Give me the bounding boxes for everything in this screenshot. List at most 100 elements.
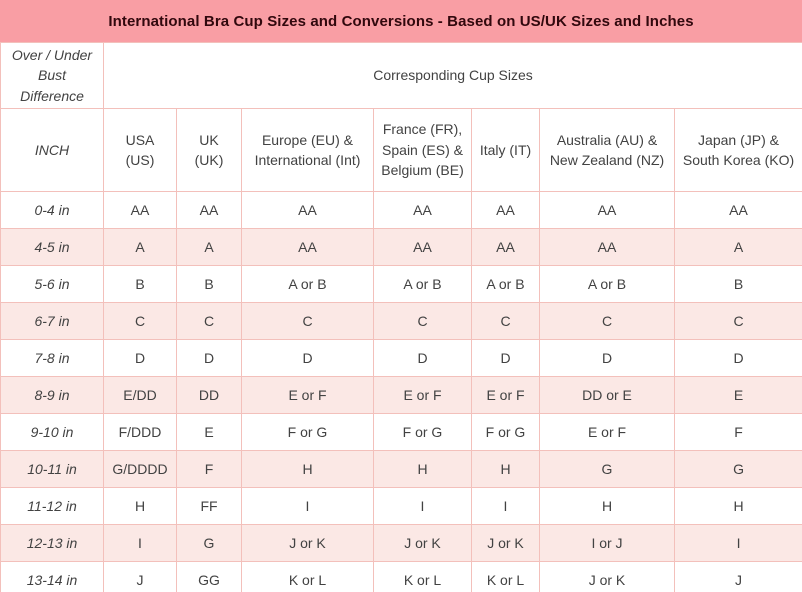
table-row: 10-11 in G/DDDD F H H H G G xyxy=(0,449,802,488)
column-header-italy: Italy (IT) xyxy=(471,107,540,192)
cup-size-cell: A or B xyxy=(471,264,540,303)
cup-size-cell: J or K xyxy=(471,523,540,562)
header-span-row: Over / Under Bust Difference Correspondi… xyxy=(0,42,802,109)
cup-size-cell: E or F xyxy=(241,375,374,414)
cup-size-cell: I xyxy=(471,486,540,525)
cup-size-cell: I or J xyxy=(539,523,675,562)
cup-size-cell: K or L xyxy=(471,560,540,592)
cup-size-cell: J or K xyxy=(241,523,374,562)
row-inch-label: 8-9 in xyxy=(0,375,104,414)
column-header-uk: UK (UK) xyxy=(176,107,242,192)
cup-size-cell: K or L xyxy=(373,560,472,592)
cup-size-cell: F xyxy=(673,412,802,451)
column-header-australia: Australia (AU) & New Zealand (NZ) xyxy=(539,107,675,192)
cup-size-cell: AA xyxy=(471,227,540,266)
header-corresponding-cup-sizes: Corresponding Cup Sizes xyxy=(102,42,802,109)
cup-size-cell: D xyxy=(373,338,472,377)
cup-size-cell: F or G xyxy=(241,412,374,451)
cup-size-cell: D xyxy=(673,338,802,377)
chart-title: International Bra Cup Sizes and Conversi… xyxy=(108,12,694,30)
cup-size-cell: J xyxy=(673,560,802,592)
cup-size-cell: E/DD xyxy=(103,375,177,414)
row-inch-label: 12-13 in xyxy=(0,523,104,562)
table-row: 6-7 in C C C C C C C xyxy=(0,301,802,340)
cup-size-cell: G/DDDD xyxy=(103,449,177,488)
cup-size-cell: J xyxy=(103,560,177,592)
cup-size-cell: AA xyxy=(539,227,675,266)
row-inch-label: 13-14 in xyxy=(0,560,104,592)
cup-size-cell: AA xyxy=(241,190,374,229)
cup-size-cell: C xyxy=(673,301,802,340)
cup-size-cell: A or B xyxy=(539,264,675,303)
cup-size-cell: J or K xyxy=(539,560,675,592)
cup-size-cell: H xyxy=(539,486,675,525)
table-row: 11-12 in H FF I I I H H xyxy=(0,486,802,525)
cup-size-cell: GG xyxy=(176,560,242,592)
cup-size-cell: I xyxy=(103,523,177,562)
cup-size-cell: DD xyxy=(176,375,242,414)
cup-size-cell: D xyxy=(241,338,374,377)
cup-size-cell: A or B xyxy=(373,264,472,303)
cup-size-cell: H xyxy=(673,486,802,525)
table-row: 0-4 in AA AA AA AA AA AA AA xyxy=(0,190,802,229)
row-inch-label: 10-11 in xyxy=(0,449,104,488)
table-row: 7-8 in D D D D D D D xyxy=(0,338,802,377)
row-inch-label: 11-12 in xyxy=(0,486,104,525)
cup-size-cell: E xyxy=(176,412,242,451)
cup-size-cell: G xyxy=(176,523,242,562)
table-row: 4-5 in A A AA AA AA AA A xyxy=(0,227,802,266)
cup-size-cell: C xyxy=(176,301,242,340)
row-inch-label: 9-10 in xyxy=(0,412,104,451)
cup-size-cell: AA xyxy=(373,227,472,266)
cup-size-cell: I xyxy=(373,486,472,525)
cup-size-cell: A or B xyxy=(241,264,374,303)
column-header-france: France (FR), Spain (ES) & Belgium (BE) xyxy=(373,107,472,192)
column-header-europe: Europe (EU) & International (Int) xyxy=(241,107,374,192)
cup-size-cell: AA xyxy=(176,190,242,229)
cup-size-cell: H xyxy=(241,449,374,488)
column-header-row: INCH USA (US) UK (UK) Europe (EU) & Inte… xyxy=(0,107,802,192)
cup-size-cell: H xyxy=(103,486,177,525)
cup-size-cell: F or G xyxy=(471,412,540,451)
cup-size-cell: E or F xyxy=(539,412,675,451)
cup-size-cell: D xyxy=(539,338,675,377)
cup-size-cell: AA xyxy=(373,190,472,229)
cup-size-cell: A xyxy=(673,227,802,266)
cup-size-cell: AA xyxy=(103,190,177,229)
row-inch-label: 4-5 in xyxy=(0,227,104,266)
cup-size-cell: C xyxy=(241,301,374,340)
row-inch-label: 7-8 in xyxy=(0,338,104,377)
row-inch-label: 6-7 in xyxy=(0,301,104,340)
cup-size-cell: B xyxy=(673,264,802,303)
row-inch-label: 0-4 in xyxy=(0,190,104,229)
cup-size-cell: A xyxy=(103,227,177,266)
cup-size-cell: E xyxy=(673,375,802,414)
cup-size-conversion-table: Over / Under Bust Difference Correspondi… xyxy=(0,42,802,592)
cup-size-cell: I xyxy=(673,523,802,562)
cup-size-cell: G xyxy=(539,449,675,488)
chart-title-bar: International Bra Cup Sizes and Conversi… xyxy=(0,0,802,42)
cup-size-cell: E or F xyxy=(373,375,472,414)
cup-size-cell: J or K xyxy=(373,523,472,562)
cup-size-cell: E or F xyxy=(471,375,540,414)
column-header-inch: INCH xyxy=(0,107,104,192)
cup-size-cell: K or L xyxy=(241,560,374,592)
table-body: 0-4 in AA AA AA AA AA AA AA 4-5 in A A AA AA AA AA A 5-6… xyxy=(0,190,802,592)
cup-size-cell: C xyxy=(373,301,472,340)
cup-size-cell: C xyxy=(471,301,540,340)
cup-size-cell: AA xyxy=(539,190,675,229)
cup-size-cell: I xyxy=(241,486,374,525)
cup-size-cell: AA xyxy=(673,190,802,229)
cup-size-cell: D xyxy=(176,338,242,377)
cup-size-cell: B xyxy=(176,264,242,303)
column-header-usa: USA (US) xyxy=(103,107,177,192)
cup-size-cell: AA xyxy=(241,227,374,266)
cup-size-cell: G xyxy=(673,449,802,488)
cup-size-cell: C xyxy=(103,301,177,340)
row-inch-label: 5-6 in xyxy=(0,264,104,303)
